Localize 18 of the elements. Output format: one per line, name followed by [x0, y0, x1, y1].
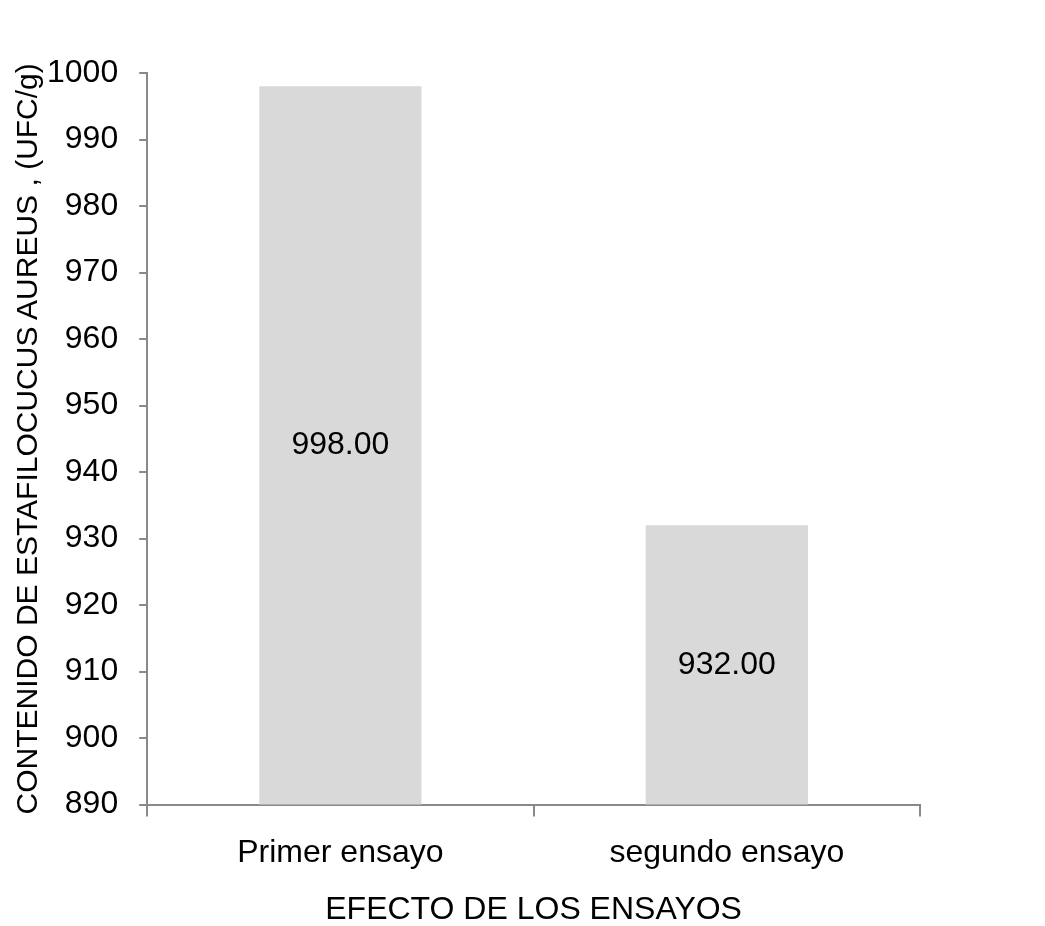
y-tick-label: 990 — [64, 119, 119, 156]
x-tick-label: Primer ensayo — [237, 832, 444, 869]
y-tick-label: 980 — [64, 185, 119, 222]
y-tick-label: 900 — [64, 717, 119, 754]
data-label: 998.00 — [291, 425, 390, 462]
y-tick-label: 1000 — [47, 52, 119, 89]
y-tick-label: 910 — [64, 651, 119, 688]
x-tick-label: segundo ensayo — [609, 832, 845, 869]
y-tick-label: 950 — [64, 385, 119, 422]
y-axis-title: CONTENIDO DE ESTAFILOCUCUS AUREUS , (UFC/g) — [10, 63, 44, 815]
y-tick-label: 890 — [64, 784, 119, 821]
x-axis-title: EFECTO DE LOS ENSAYOS — [325, 889, 742, 926]
y-tick-label: 930 — [64, 518, 119, 555]
y-tick-label: 960 — [64, 318, 119, 355]
y-tick-label: 920 — [64, 584, 119, 621]
y-tick-label: 940 — [64, 451, 119, 488]
y-tick-label: 970 — [64, 252, 119, 289]
data-label: 932.00 — [677, 644, 776, 681]
